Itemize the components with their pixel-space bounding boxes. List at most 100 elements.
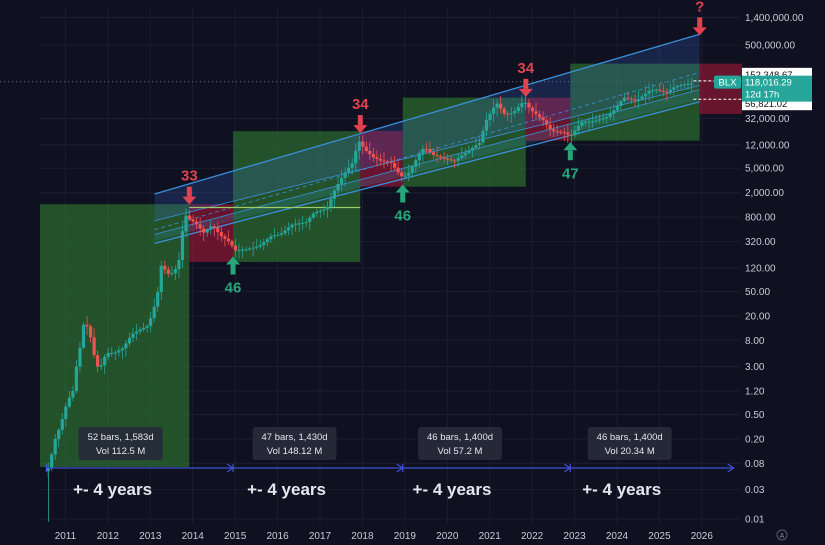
candle-body <box>513 111 517 114</box>
candle-body <box>184 215 188 232</box>
candle-body <box>336 184 340 191</box>
range-info-box <box>78 427 163 460</box>
y-tick-label: 8.00 <box>745 336 765 347</box>
candle-body <box>576 125 581 131</box>
candle-body <box>598 119 602 121</box>
x-tick-label: 2024 <box>606 531 629 542</box>
candle-body <box>159 265 163 293</box>
candle-body <box>605 116 609 119</box>
candle-body <box>520 103 524 108</box>
candle-body <box>484 119 489 131</box>
bottom-marker-arrow-head <box>563 142 578 151</box>
candle-body <box>421 148 425 154</box>
corner-badge-icon <box>776 529 788 541</box>
candle-body <box>590 121 595 123</box>
candle-body <box>608 113 612 117</box>
candle-body <box>619 101 623 106</box>
candle-body <box>506 113 510 115</box>
top-marker-arrow-head <box>353 125 368 134</box>
candle-body <box>318 210 322 212</box>
candle-body <box>569 134 573 136</box>
cycle-duration-label: +- 4 years <box>73 480 152 499</box>
cycle-boxes-layer <box>40 63 743 468</box>
candle-body <box>661 90 665 92</box>
cycle-box-green <box>40 204 190 468</box>
candle-body <box>304 221 308 224</box>
candle-body <box>262 242 266 246</box>
candle-body <box>463 152 467 156</box>
candle-body <box>675 85 680 88</box>
candle-body <box>258 245 262 247</box>
x-tick-label: 2023 <box>563 531 586 542</box>
x-tick-label: 2026 <box>691 531 714 542</box>
candle-body <box>286 227 291 231</box>
candle-body <box>141 327 146 330</box>
y-tick-label: 3.00 <box>745 362 765 373</box>
x-tick-label: 2022 <box>521 531 544 542</box>
candle-body <box>187 215 192 220</box>
range-info-volume: Vol 148.12 M <box>267 446 323 457</box>
candle-body <box>470 147 474 151</box>
channel-upper-band <box>154 34 700 221</box>
x-tick-label: 2019 <box>394 531 417 542</box>
candle-body <box>106 352 110 357</box>
candle-body <box>495 103 499 108</box>
candle-body <box>615 105 619 111</box>
candle-body <box>120 348 124 351</box>
candle-body <box>191 219 195 222</box>
candle-body <box>96 355 100 367</box>
candle-body <box>163 265 167 270</box>
candle-body <box>368 150 372 155</box>
candle-body <box>99 365 103 367</box>
candle-body <box>279 233 284 235</box>
candle-body <box>453 160 457 162</box>
range-info-volume: Vol 57.2 M <box>438 446 483 457</box>
x-tick-label: 2020 <box>436 531 459 542</box>
candle-body <box>223 236 227 239</box>
range-info-box <box>252 427 337 460</box>
candle-body <box>85 324 89 327</box>
candle-body <box>580 122 584 126</box>
candle-body <box>654 89 658 91</box>
top-marker-label: 34 <box>352 96 369 113</box>
candle-body <box>149 318 153 327</box>
x-tick-label: 2017 <box>309 531 332 542</box>
candle-body <box>255 246 259 248</box>
x-tick-label: 2012 <box>97 531 120 542</box>
x-tick-label: 2013 <box>139 531 162 542</box>
corner-badge-letter: A <box>780 533 785 540</box>
candle-body <box>195 221 199 225</box>
candle-body <box>467 150 471 153</box>
candle-body <box>446 158 450 160</box>
x-tick-label: 2014 <box>182 531 205 542</box>
cycle-arrow-head <box>727 463 735 473</box>
candle-body <box>198 224 202 229</box>
candle-body <box>92 337 96 356</box>
candle-body <box>131 333 135 338</box>
candle-body <box>276 234 280 236</box>
candle-body <box>481 130 485 143</box>
candle-body <box>290 224 294 228</box>
candle-body <box>647 90 651 94</box>
candle-body <box>474 145 478 148</box>
candle-body <box>180 231 185 261</box>
top-marker-label: 34 <box>517 60 534 77</box>
candle-body <box>315 211 319 214</box>
candle-body <box>686 83 690 85</box>
candle-body <box>311 213 315 218</box>
bottom-marker-arrow-head <box>395 184 410 193</box>
y-tick-label: 120.00 <box>745 263 776 274</box>
annotations-layer: 33 46 34 46 34 47? <box>181 0 707 297</box>
top-marker-arrow-shaft <box>186 186 192 197</box>
candle-body <box>343 172 347 178</box>
candle-body <box>57 429 61 439</box>
ticker-tag <box>714 75 741 89</box>
candle-body <box>78 347 82 367</box>
candle-body <box>431 152 436 155</box>
candle-body <box>601 118 605 120</box>
channel-line-upper-mid <box>154 85 700 222</box>
candle-body <box>509 113 513 115</box>
candle-body <box>50 454 54 468</box>
